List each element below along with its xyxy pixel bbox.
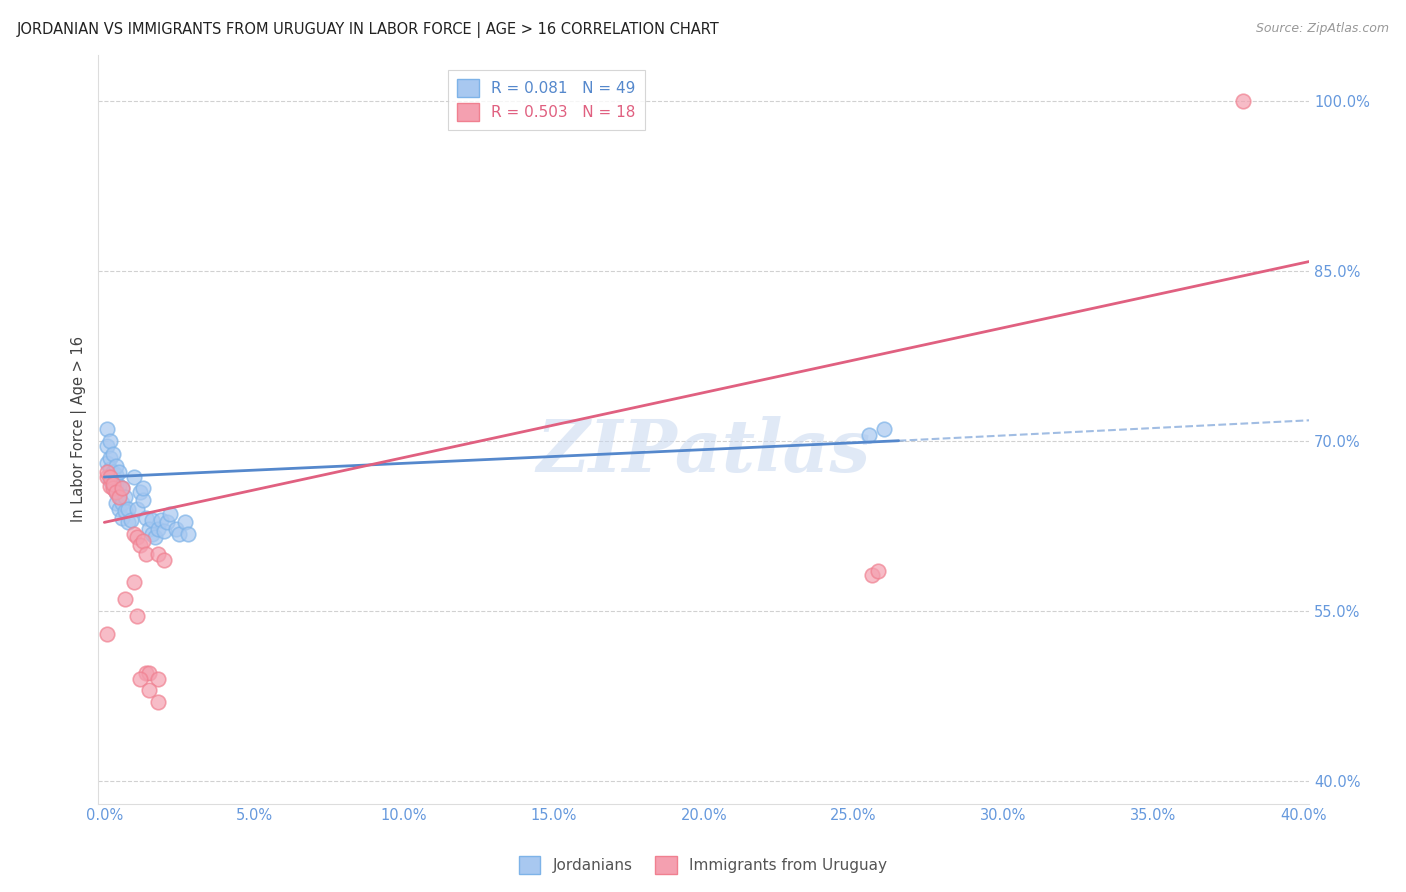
Point xyxy=(108,491,131,505)
Y-axis label: In Labor Force | Age > 16: In Labor Force | Age > 16 xyxy=(72,336,87,523)
Point xyxy=(169,526,191,541)
Point xyxy=(98,462,121,476)
Point xyxy=(127,501,149,516)
Point xyxy=(108,479,131,493)
Point xyxy=(98,479,121,493)
Point xyxy=(124,470,146,484)
Point xyxy=(148,694,170,708)
Point xyxy=(872,422,894,436)
Legend: Jordanians, Immigrants from Uruguay: Jordanians, Immigrants from Uruguay xyxy=(513,850,893,880)
Point xyxy=(98,434,121,448)
Point xyxy=(135,511,157,525)
Point xyxy=(98,470,121,484)
Point xyxy=(120,513,142,527)
Point xyxy=(111,481,134,495)
Point xyxy=(114,491,136,505)
Point xyxy=(866,564,889,578)
Point xyxy=(138,666,160,681)
Point xyxy=(174,516,197,530)
Point xyxy=(129,672,152,686)
Point xyxy=(105,484,128,499)
Point xyxy=(860,567,883,582)
Point xyxy=(124,575,146,590)
Point xyxy=(138,683,160,698)
Point xyxy=(165,522,187,536)
Point xyxy=(129,484,152,499)
Point xyxy=(148,547,170,561)
Point xyxy=(132,492,155,507)
Point xyxy=(103,466,125,480)
Text: ZIPatlas: ZIPatlas xyxy=(537,417,870,487)
Point xyxy=(135,666,157,681)
Text: Source: ZipAtlas.com: Source: ZipAtlas.com xyxy=(1256,22,1389,36)
Point xyxy=(96,626,118,640)
Point xyxy=(111,481,134,495)
Point xyxy=(114,504,136,518)
Point xyxy=(108,501,131,516)
Point xyxy=(103,479,125,493)
Point xyxy=(105,484,128,499)
Point xyxy=(858,428,880,442)
Point xyxy=(108,466,131,480)
Point xyxy=(153,553,176,567)
Point xyxy=(105,458,128,473)
Point xyxy=(111,496,134,510)
Point xyxy=(150,513,173,527)
Point xyxy=(127,530,149,544)
Point xyxy=(108,488,131,502)
Point xyxy=(96,470,118,484)
Point xyxy=(132,533,155,548)
Point xyxy=(105,467,128,482)
Point xyxy=(141,526,163,541)
Point xyxy=(143,530,166,544)
Point xyxy=(159,508,181,522)
Text: JORDANIAN VS IMMIGRANTS FROM URUGUAY IN LABOR FORCE | AGE > 16 CORRELATION CHART: JORDANIAN VS IMMIGRANTS FROM URUGUAY IN … xyxy=(17,22,720,38)
Point xyxy=(105,476,128,491)
Point xyxy=(103,481,125,495)
Legend: R = 0.081   N = 49, R = 0.503   N = 18: R = 0.081 N = 49, R = 0.503 N = 18 xyxy=(449,70,644,130)
Point xyxy=(105,496,128,510)
Point xyxy=(177,526,200,541)
Point xyxy=(153,524,176,539)
Point xyxy=(141,513,163,527)
Point xyxy=(96,466,118,480)
Point xyxy=(127,609,149,624)
Point xyxy=(98,474,121,488)
Point xyxy=(138,522,160,536)
Point xyxy=(156,516,179,530)
Point xyxy=(135,547,157,561)
Point xyxy=(114,592,136,607)
Point xyxy=(124,526,146,541)
Point xyxy=(132,481,155,495)
Point xyxy=(111,511,134,525)
Point xyxy=(148,672,170,686)
Point xyxy=(98,450,121,465)
Point xyxy=(1232,94,1254,108)
Point xyxy=(103,476,125,491)
Point xyxy=(117,516,139,530)
Point xyxy=(103,447,125,461)
Point xyxy=(96,422,118,436)
Point xyxy=(103,470,125,484)
Point xyxy=(96,439,118,453)
Point xyxy=(117,501,139,516)
Point xyxy=(96,457,118,471)
Point xyxy=(148,522,170,536)
Point xyxy=(129,538,152,552)
